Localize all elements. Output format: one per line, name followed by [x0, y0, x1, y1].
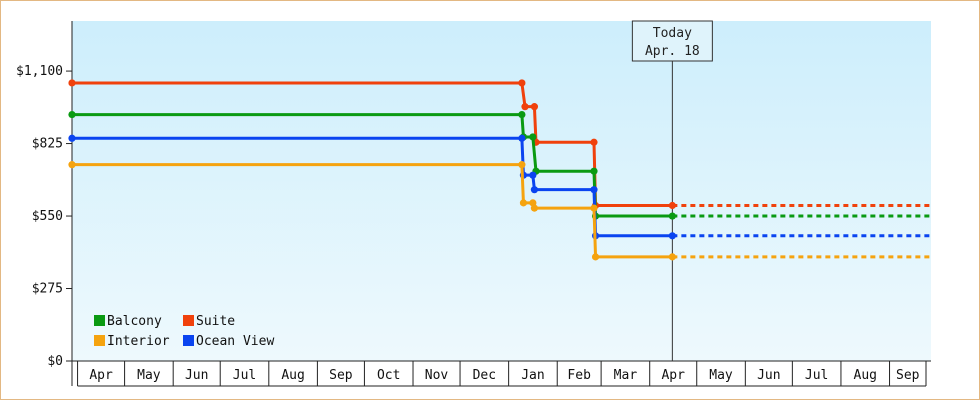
- y-tick-label: $825: [32, 137, 63, 152]
- x-tick-label: Sep: [329, 368, 353, 383]
- y-tick-label: $275: [32, 282, 63, 297]
- y-tick-label: $0: [47, 354, 63, 369]
- y-tick-label: $1,100: [16, 64, 63, 79]
- data-point-ocean-view: [530, 186, 539, 194]
- legend-swatch-suite: [183, 315, 194, 326]
- x-tick-label: Jun: [757, 368, 780, 383]
- data-point-balcony: [590, 167, 598, 175]
- data-point-interior: [590, 204, 598, 212]
- data-point-ocean-view: [68, 134, 76, 142]
- x-tick-label: Dec: [473, 368, 496, 383]
- legend-swatch-ocean-view: [183, 335, 194, 346]
- data-point-ocean-view: [529, 171, 537, 179]
- data-point-interior: [68, 161, 76, 169]
- x-tick-label: Nov: [425, 368, 449, 383]
- x-tick-label: Oct: [377, 368, 400, 383]
- x-tick-label: Apr: [661, 368, 685, 383]
- data-point-balcony: [529, 133, 537, 141]
- data-point-ocean-view: [590, 186, 598, 194]
- today-box: [631, 20, 713, 62]
- x-tick-label: Sep: [896, 368, 920, 383]
- x-tick-label: May: [137, 368, 161, 383]
- legend-swatch-interior: [94, 335, 105, 346]
- legend-label-suite: Suite: [196, 314, 235, 329]
- data-point-suite: [68, 79, 76, 87]
- today-date-label: Apr. 18: [645, 44, 700, 59]
- plot-background: [72, 21, 931, 361]
- x-tick-label: Apr: [89, 368, 113, 383]
- x-tick-label: Mar: [614, 368, 638, 383]
- data-point-interior: [519, 199, 528, 207]
- data-point-suite: [521, 103, 529, 111]
- legend-swatch-balcony: [94, 315, 105, 326]
- data-point-suite: [530, 103, 539, 111]
- x-tick-label: Jan: [521, 368, 544, 383]
- data-point-interior: [518, 161, 526, 169]
- x-tick-label: Aug: [281, 368, 304, 383]
- x-tick-label: Jul: [805, 368, 828, 383]
- data-point-interior: [530, 204, 539, 212]
- data-point-ocean-view: [518, 134, 526, 142]
- data-point-balcony: [518, 110, 526, 119]
- x-tick-label: May: [709, 368, 733, 383]
- data-point-suite: [518, 79, 526, 87]
- legend-label-balcony: Balcony: [107, 314, 162, 329]
- x-tick-label: Jul: [233, 368, 256, 383]
- data-point-suite: [590, 138, 598, 146]
- legend-label-interior: Interior: [107, 334, 170, 349]
- x-tick-label: Jun: [185, 368, 208, 383]
- data-point-interior: [591, 253, 600, 261]
- x-tick-label: Aug: [854, 368, 877, 383]
- legend-label-ocean-view: Ocean View: [196, 334, 274, 349]
- y-tick-label: $550: [32, 209, 63, 224]
- today-label: Today: [653, 26, 692, 41]
- x-tick-label: Feb: [567, 368, 591, 383]
- data-point-balcony: [68, 110, 76, 119]
